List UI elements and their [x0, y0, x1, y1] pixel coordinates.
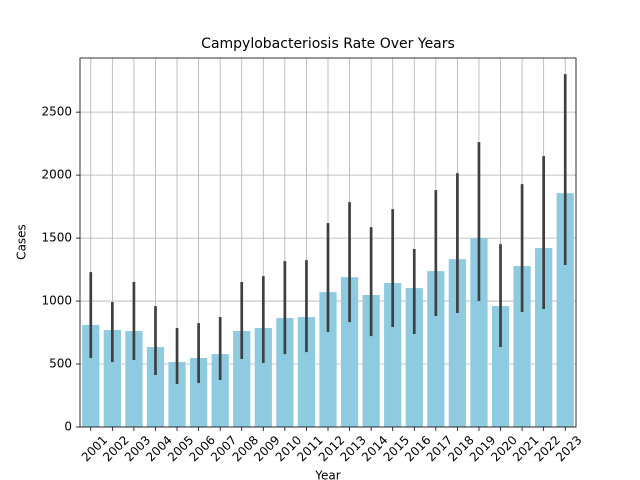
bar	[535, 248, 553, 427]
bar	[125, 331, 143, 427]
bar	[211, 354, 229, 427]
y-tick-label: 500	[49, 357, 72, 371]
bar	[513, 266, 531, 427]
y-axis-label: Cases	[15, 224, 29, 260]
bar	[362, 295, 380, 427]
y-tick-label: 0	[64, 420, 72, 434]
bar	[427, 271, 445, 427]
chart-title: Campylobacteriosis Rate Over Years	[201, 36, 455, 52]
bar	[233, 331, 251, 427]
y-tick-label: 2000	[41, 168, 72, 182]
bar	[448, 259, 467, 427]
bar	[384, 283, 402, 427]
bar	[556, 193, 574, 427]
bar	[168, 362, 186, 427]
bar	[254, 328, 272, 427]
bar	[103, 330, 121, 427]
y-tick-label: 1500	[41, 231, 72, 245]
bar	[297, 317, 316, 427]
plot-frame	[79, 57, 577, 428]
bar	[470, 238, 488, 427]
bar	[146, 347, 165, 427]
y-tick-label: 1000	[41, 294, 72, 308]
bar	[319, 292, 337, 427]
bar	[82, 324, 100, 427]
x-axis-label: Year	[314, 469, 340, 480]
y-tick-label: 2500	[41, 105, 72, 119]
bar	[276, 318, 294, 427]
bar	[340, 277, 359, 427]
bar	[189, 357, 208, 427]
bar	[491, 306, 510, 427]
bar	[405, 288, 423, 427]
